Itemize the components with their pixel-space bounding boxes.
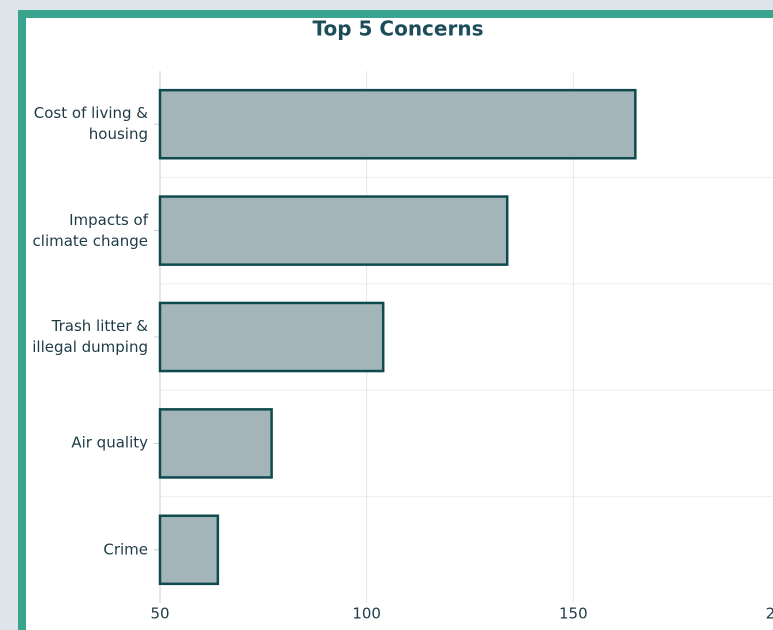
bar xyxy=(158,301,385,373)
bar xyxy=(158,88,637,160)
bar xyxy=(158,195,509,266)
x-tick-label: 150 xyxy=(559,605,588,623)
y-tick-label: Crime xyxy=(103,540,148,559)
x-tick-label: 200 xyxy=(766,605,773,623)
y-tick-label: Trash litter & illegal dumping xyxy=(32,317,148,356)
y-tick-label: Air quality xyxy=(71,433,148,452)
frame xyxy=(18,10,26,630)
frame xyxy=(18,10,773,18)
x-tick-label: 100 xyxy=(352,605,381,623)
x-tick-label: 50 xyxy=(150,605,169,623)
chart-title: Top 5 Concerns xyxy=(313,17,484,41)
y-tick-label: Cost of living & housing xyxy=(33,104,148,144)
bar xyxy=(158,408,273,479)
bar xyxy=(158,514,220,586)
y-tick-label: Impacts of climate change xyxy=(32,210,148,250)
